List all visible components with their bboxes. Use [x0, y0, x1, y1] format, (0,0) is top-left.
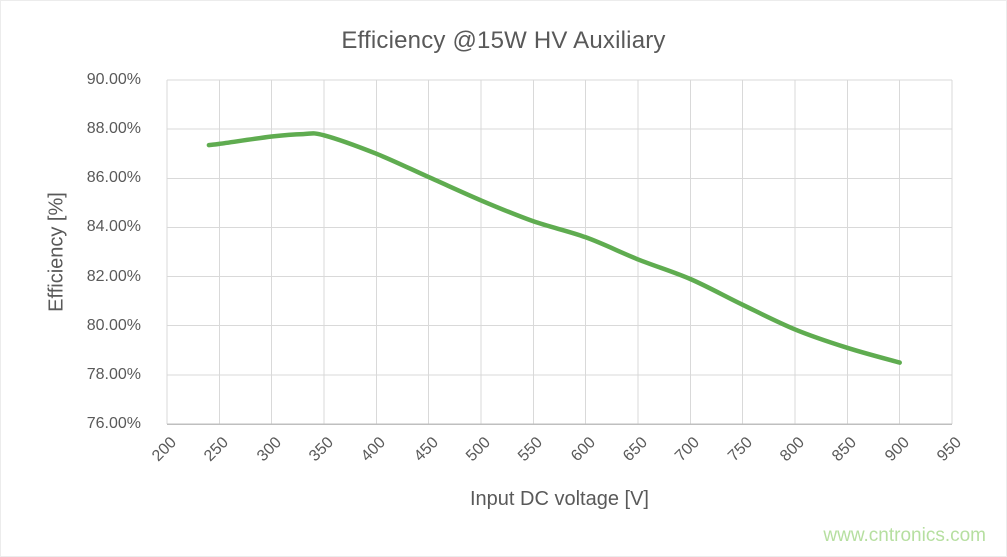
y-tick-label: 78.00%: [86, 365, 141, 383]
y-tick-label: 90.00%: [86, 71, 141, 88]
chart-title: Efficiency @15W HV Auxiliary: [341, 27, 666, 54]
watermark-text: www.cntronics.com: [823, 525, 986, 546]
y-tick-label: 76.00%: [86, 415, 141, 432]
y-tick-label: 88.00%: [86, 120, 141, 138]
efficiency-curve: [206, 131, 902, 365]
y-tick-label: 80.00%: [86, 316, 141, 334]
y-tick-label: 82.00%: [86, 267, 141, 285]
y-tick-label: 84.00%: [86, 218, 141, 236]
x-axis-title: Input DC voltage [V]: [470, 488, 649, 510]
y-tick-label: 86.00%: [86, 169, 141, 187]
